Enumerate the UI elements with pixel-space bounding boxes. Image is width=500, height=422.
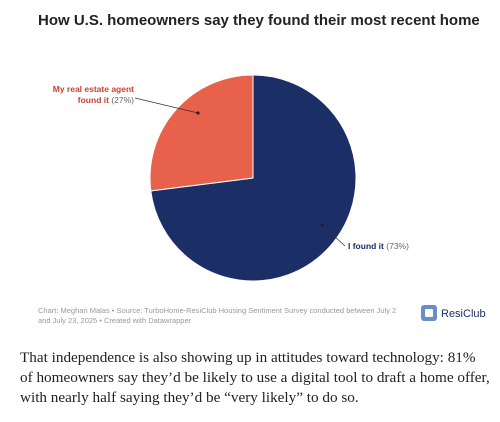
slice-value-label: (73%) (386, 241, 409, 251)
slice-category: I found it (348, 241, 384, 251)
chart (134, 74, 437, 321)
slice-label: I found it (73%) (348, 241, 458, 252)
article-paragraph: That independence is also showing up in … (20, 349, 490, 406)
slice-value-label: (27%) (111, 95, 134, 105)
chart-title: How U.S. homeowners say they found their… (38, 12, 480, 29)
source-note: Chart: Meghan Malas • Source: TurboHome-… (38, 306, 397, 325)
leader-line (321, 224, 346, 247)
logo-icon (421, 305, 437, 321)
leader-dot (196, 111, 200, 115)
leader-line (134, 97, 199, 114)
brand-name: ResiClub (441, 308, 486, 320)
leader-dot (320, 223, 324, 227)
slice-label: My real estate agent found it (27%) (30, 84, 134, 106)
pie-slice (149, 74, 254, 192)
slice-category: My real estate agent found it (52, 84, 134, 105)
